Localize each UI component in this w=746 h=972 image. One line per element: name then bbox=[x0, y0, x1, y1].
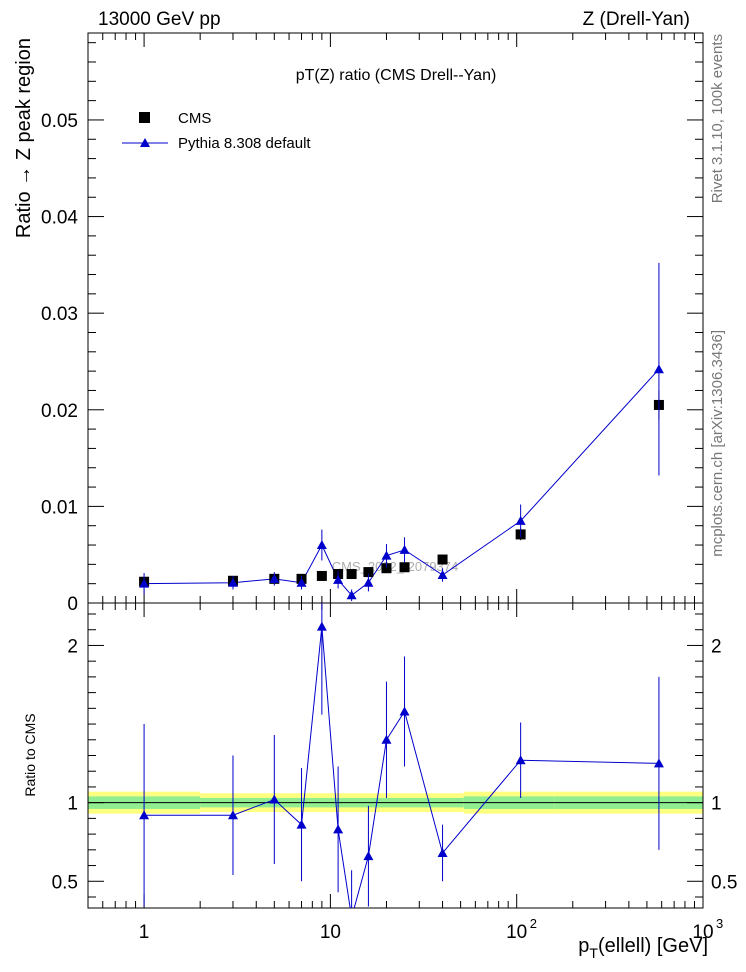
ratio-point bbox=[381, 734, 392, 744]
main-plot-marks bbox=[139, 262, 664, 602]
main-y-tick-label: 0 bbox=[67, 594, 78, 615]
ratio-ylabel: Ratio to CMS bbox=[22, 713, 38, 796]
ratio-x-tick-exponent: 3 bbox=[716, 916, 723, 931]
ratio-x-tick-label: 10 bbox=[506, 922, 527, 943]
pythia-point bbox=[437, 569, 448, 579]
main-y-tick-label: 0.03 bbox=[41, 304, 78, 325]
main-ylabel: Ratio → Z peak region bbox=[13, 38, 35, 238]
ratio-x-tick-label: 1 bbox=[139, 922, 150, 943]
cms-point bbox=[381, 563, 392, 574]
pythia-point bbox=[363, 577, 374, 587]
pythia-point bbox=[346, 590, 357, 600]
pythia-point bbox=[515, 515, 526, 525]
pythia-point bbox=[381, 550, 392, 560]
ratio-point bbox=[347, 912, 357, 921]
main-y-tick-label: 0.04 bbox=[41, 208, 78, 229]
ratio-x-tick-label: 10 bbox=[320, 922, 341, 943]
cms-point bbox=[399, 562, 410, 573]
ratio-xlabel: pT(ellell) [GeV] bbox=[578, 935, 708, 961]
xlabel-p: p bbox=[578, 935, 589, 957]
pythia-point bbox=[139, 578, 150, 588]
legend-pythia-marker bbox=[140, 138, 150, 147]
xlabel-rest: (ellell) [GeV] bbox=[598, 935, 708, 957]
ratio-x-tick-label: 10 bbox=[692, 922, 713, 943]
ratio-uncertainty-bands bbox=[88, 791, 703, 814]
ratio-y-tick-label: 1 bbox=[67, 794, 78, 815]
main-panel: 00.010.020.030.040.05 CMS_2022_I2079374 … bbox=[13, 32, 704, 615]
ratio-point bbox=[363, 851, 374, 861]
ratio-frame bbox=[87, 602, 704, 909]
ratio-point bbox=[227, 810, 238, 820]
ratio-plot-marks bbox=[139, 603, 664, 921]
main-y-tick-label: 0.01 bbox=[41, 497, 78, 518]
header-left: 13000 GeV pp bbox=[98, 9, 221, 30]
pythia-point bbox=[653, 364, 664, 374]
ratio-y-tick-label-right: 0.5 bbox=[711, 872, 737, 893]
ratio-point bbox=[333, 824, 344, 834]
main-y-tick-label: 0.05 bbox=[41, 111, 78, 132]
main-axis-ticks: 0 0.01 0.02 0.03 0.04 0.05 bbox=[41, 33, 703, 615]
ratio-point bbox=[399, 706, 410, 716]
ratio-y-tick-label-right: 1 bbox=[711, 794, 722, 815]
ratio-y-tick-label: 2 bbox=[67, 636, 78, 657]
ratio-panel: 0.5 0.51 12 21 10 10 2 10 3 Ratio to CMS pT(elle… bbox=[22, 602, 737, 961]
ratio-x-tick-exponent: 2 bbox=[530, 916, 537, 931]
ratio-line bbox=[144, 626, 659, 908]
xlabel-sub: T bbox=[589, 945, 598, 961]
pythia-point bbox=[296, 577, 307, 587]
rivet-label: Rivet 3.1.10, 100k events bbox=[709, 34, 726, 203]
cms-point bbox=[316, 570, 327, 581]
ratio-axis-ticks: 0.5 0.51 12 21 10 10 2 10 3 bbox=[52, 603, 737, 943]
pythia-point bbox=[333, 574, 344, 584]
cms-point bbox=[346, 569, 357, 580]
mcplots-label: mcplots.cern.ch [arXiv:1306.3436] bbox=[709, 330, 726, 557]
cms-point bbox=[437, 554, 448, 565]
ratio-point bbox=[296, 819, 307, 829]
pythia-point bbox=[227, 577, 238, 587]
legend: CMS Pythia 8.308 default bbox=[122, 110, 311, 152]
ratio-point bbox=[515, 755, 526, 765]
legend-cms-marker bbox=[139, 112, 150, 123]
cms-point bbox=[363, 567, 374, 578]
pythia-point bbox=[316, 540, 327, 550]
watermark: CMS_2022_I2079374 bbox=[332, 559, 459, 574]
ratio-point bbox=[269, 794, 280, 804]
ratio-point bbox=[139, 810, 150, 820]
pythia-point bbox=[399, 544, 410, 554]
ratio-y-tick-label-right: 2 bbox=[711, 636, 722, 657]
ratio-y-tick-label: 0.5 bbox=[52, 872, 78, 893]
main-y-tick-label: 0.02 bbox=[41, 401, 78, 422]
ratio-point bbox=[437, 847, 448, 857]
legend-cms-label: CMS bbox=[178, 110, 211, 127]
header-right: Z (Drell-Yan) bbox=[583, 9, 690, 30]
main-title: pT(Z) ratio (CMS Drell--Yan) bbox=[296, 67, 497, 84]
pythia-point bbox=[269, 573, 280, 583]
ratio-point bbox=[653, 758, 664, 768]
ratio-point bbox=[316, 621, 327, 631]
legend-pythia-label: Pythia 8.308 default bbox=[178, 135, 311, 152]
